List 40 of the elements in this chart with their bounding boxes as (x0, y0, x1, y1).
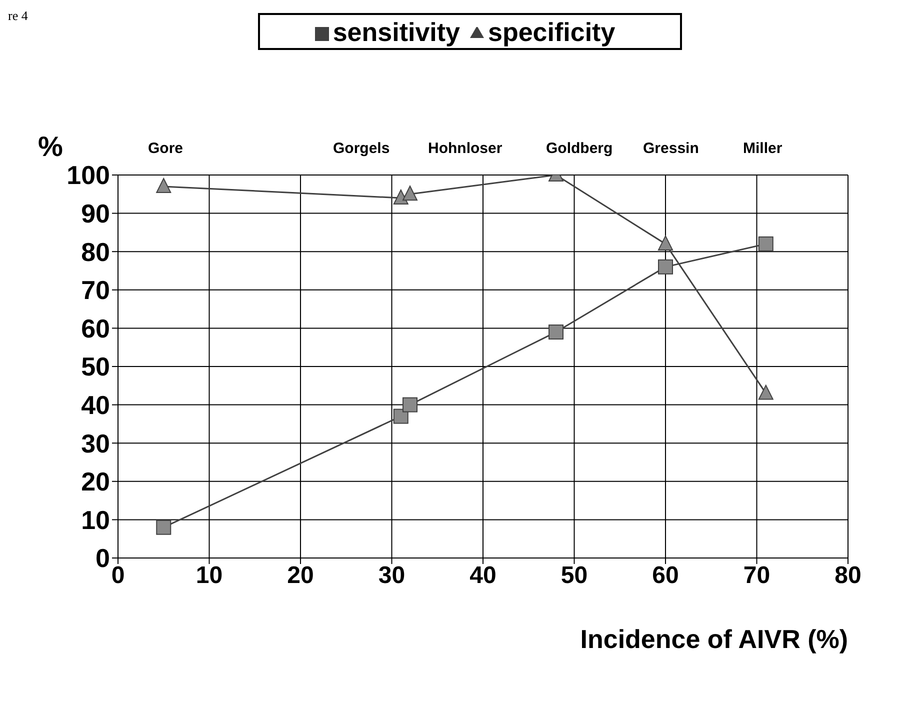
y-tick-label: 90 (81, 198, 110, 229)
text: Gore (148, 140, 184, 157)
legend-label: sensitivity (332, 17, 460, 47)
text: Hohnloser (428, 140, 502, 157)
y-tick-label: 50 (81, 352, 110, 382)
legend-label: specificity (488, 17, 616, 47)
point (758, 236, 774, 252)
point (658, 235, 673, 250)
x-tick-label: 20 (287, 562, 314, 590)
x-tick-label: 80 (834, 562, 862, 590)
y-tick-label: 80 (81, 236, 110, 267)
y-tick-label: 20 (81, 466, 110, 497)
x-tick-label: 60 (652, 562, 679, 590)
point (156, 178, 172, 193)
y-tick-label: 40 (81, 390, 110, 420)
y-tick-label: 100 (66, 160, 110, 190)
x-axis-title: Incidence of AIVR (%) (580, 624, 848, 654)
y-tick-label: 30 (81, 428, 110, 458)
point (758, 384, 774, 400)
point (402, 186, 418, 201)
point (548, 324, 564, 340)
x-tick-label: 40 (470, 562, 496, 590)
y-tick-label: 60 (81, 313, 110, 344)
text: re 4 (8, 8, 28, 24)
point (393, 408, 408, 424)
point (658, 259, 673, 274)
text: Gressin (643, 140, 699, 157)
x-tick-label: 50 (560, 562, 588, 590)
y-tick-label: 70 (81, 275, 110, 306)
point (393, 189, 408, 204)
x-tick-label: 30 (378, 562, 406, 590)
x-tick-label: 70 (743, 562, 770, 590)
y-axis-title: % (38, 131, 63, 163)
point (402, 397, 418, 412)
text: Goldberg (546, 140, 613, 157)
y-tick-label: 10 (81, 504, 110, 535)
point (156, 520, 172, 535)
text: Miller (743, 140, 782, 157)
text: Gorgels (333, 140, 390, 157)
x-tick-label: 10 (196, 562, 223, 590)
